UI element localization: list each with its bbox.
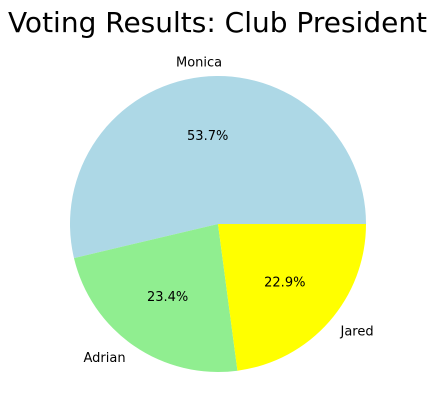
slice-label-jared: Jared bbox=[340, 324, 374, 339]
pie-slice-jared bbox=[218, 224, 366, 371]
slice-label-monica: Monica bbox=[176, 55, 222, 70]
pie-slices bbox=[70, 76, 366, 372]
pie-slice-monica bbox=[70, 76, 366, 259]
pct-label-monica: 53.7% bbox=[187, 129, 228, 144]
slice-label-adrian: Adrian bbox=[84, 351, 126, 366]
chart-title: Voting Results: Club President bbox=[8, 6, 427, 39]
pie-labels: Monica 53.7% Adrian 23.4% Jared 22.9% bbox=[84, 55, 374, 366]
pie-slice-adrian bbox=[73, 224, 238, 372]
pct-label-adrian: 23.4% bbox=[147, 290, 188, 305]
pct-label-jared: 22.9% bbox=[264, 276, 305, 291]
